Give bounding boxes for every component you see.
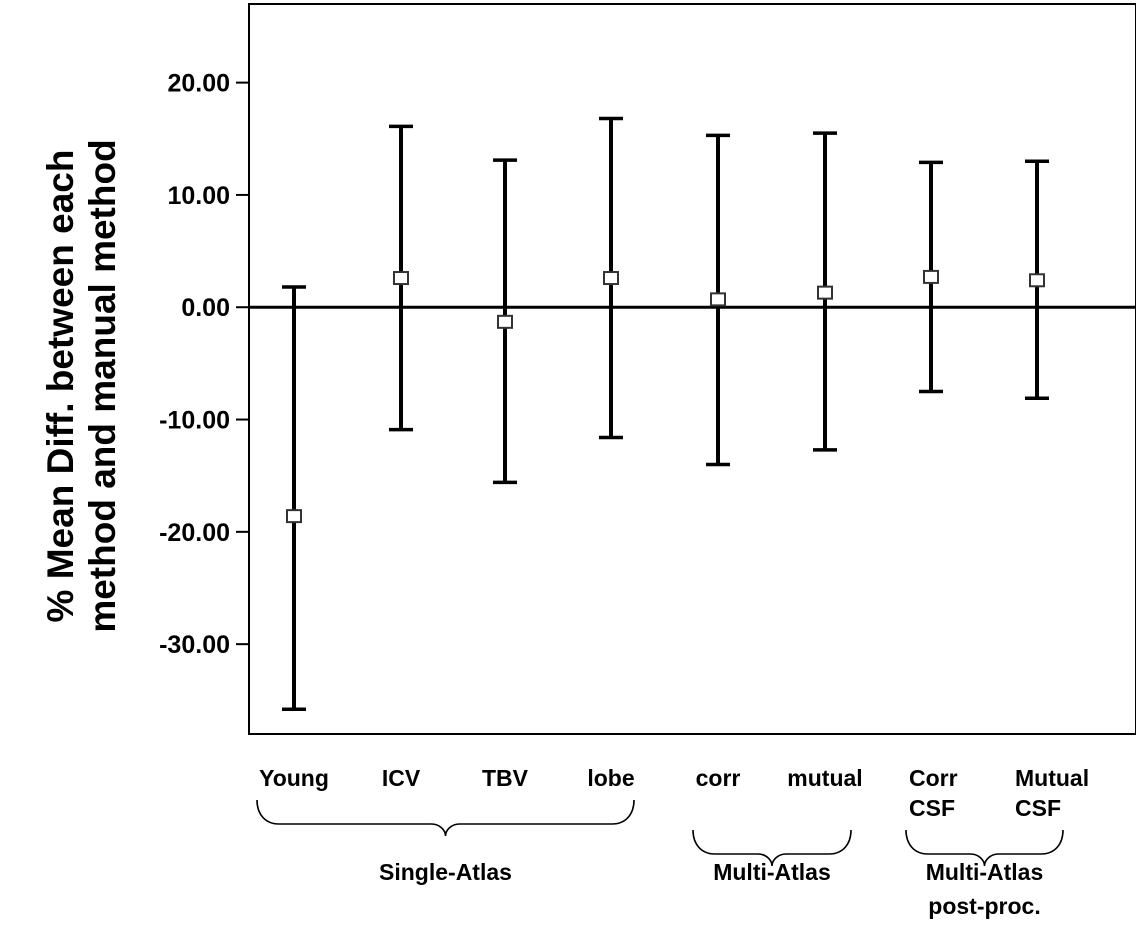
mean-marker bbox=[1029, 273, 1045, 288]
mean-marker bbox=[393, 271, 409, 286]
x-axis-categories: Young ICV TBV lobe corr mutual Corr CSF Mutual CS… bbox=[259, 765, 1089, 821]
x-category-label: CSF bbox=[909, 795, 955, 821]
group-label: post-proc. bbox=[928, 893, 1040, 919]
y-tick-label: -10.00 bbox=[159, 407, 230, 435]
x-category-label: Mutual bbox=[1015, 765, 1089, 791]
x-category-label: corr bbox=[696, 765, 741, 791]
y-axis-label-line-1: % Mean Diff. between each bbox=[40, 150, 81, 623]
y-tick-label: 20.00 bbox=[167, 70, 230, 98]
mean-marker bbox=[603, 271, 619, 286]
group-label: Multi-Atlas bbox=[926, 859, 1044, 885]
group-label: Single-Atlas bbox=[379, 859, 512, 885]
group-brace bbox=[905, 829, 1064, 867]
x-category-label: ICV bbox=[382, 765, 421, 791]
y-tick-label: -20.00 bbox=[159, 519, 230, 547]
x-category-label: Corr bbox=[909, 765, 958, 791]
mean-marker bbox=[710, 292, 726, 307]
y-axis-label: % Mean Diff. between each method and man… bbox=[40, 139, 123, 632]
y-tick-label: 0.00 bbox=[181, 294, 230, 322]
y-axis: 20.00 10.00 0.00 -10.00 -20.00 -30.00 bbox=[159, 70, 249, 659]
group-label: Multi-Atlas bbox=[713, 859, 831, 885]
y-tick-label: -30.00 bbox=[159, 631, 230, 659]
mean-marker bbox=[286, 509, 302, 524]
group-braces: Single-Atlas Multi-Atlas Multi-Atlas post-p… bbox=[256, 799, 1064, 919]
mean-marker bbox=[923, 269, 939, 284]
mean-marker bbox=[817, 285, 833, 300]
x-category-label: lobe bbox=[587, 765, 634, 791]
mean-marker bbox=[497, 314, 513, 329]
error-bars bbox=[282, 116, 1049, 712]
y-axis-label-line-2: method and manual method bbox=[82, 139, 123, 632]
x-category-label: mutual bbox=[787, 765, 862, 791]
y-tick-label: 10.00 bbox=[167, 182, 230, 210]
plot-frame bbox=[248, 3, 1136, 735]
x-category-label: TBV bbox=[482, 765, 529, 791]
x-category-label: CSF bbox=[1015, 795, 1061, 821]
group-brace bbox=[256, 799, 635, 837]
group-brace bbox=[692, 829, 852, 867]
x-category-label: Young bbox=[259, 765, 329, 791]
